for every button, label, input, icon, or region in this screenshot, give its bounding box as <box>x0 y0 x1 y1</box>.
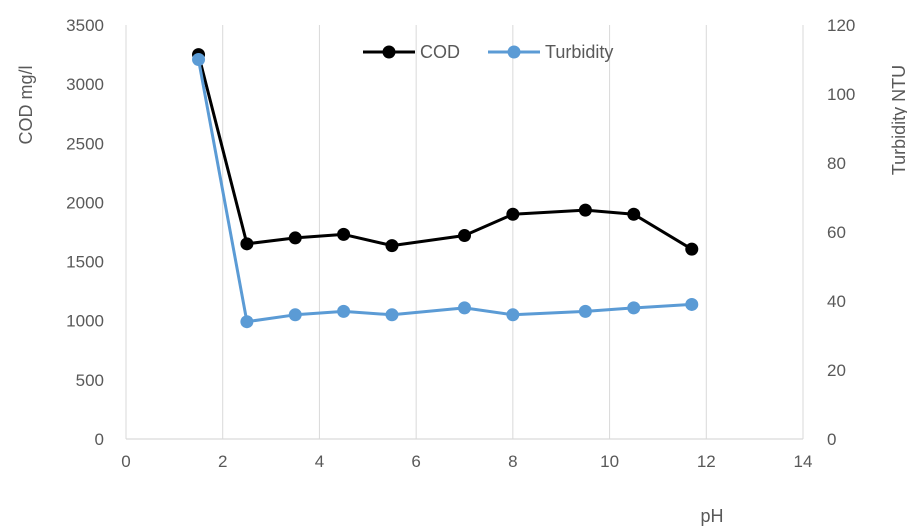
y-axis-title: COD mg/l <box>16 65 36 144</box>
cod-point <box>458 229 471 243</box>
y-tick-label: 3000 <box>66 75 104 94</box>
turbidity-series-line <box>197 59 692 324</box>
y2-tick-labels: 0 20 40 60 80 100 120 <box>827 16 855 449</box>
y2-tick-label: 80 <box>827 154 846 173</box>
series-layer <box>192 48 699 329</box>
x-tick-label: 10 <box>600 452 619 471</box>
y-tick-label: 500 <box>76 371 104 390</box>
y2-tick-label: 120 <box>827 16 855 35</box>
cod-series-line <box>197 54 693 251</box>
cod-point <box>506 207 520 221</box>
x-tick-label: 12 <box>697 452 716 471</box>
turbidity-point <box>506 308 520 322</box>
vertical-gridlines <box>125 25 804 439</box>
x-tick-label: 8 <box>508 452 517 471</box>
legend-cod-label: COD <box>420 42 460 62</box>
turbidity-point <box>337 304 351 318</box>
x-tick-label: 2 <box>218 452 227 471</box>
y-tick-label: 3500 <box>66 16 104 35</box>
cod-point <box>627 207 641 221</box>
y-tick-label: 1500 <box>66 253 104 272</box>
x-tick-label: 6 <box>411 452 420 471</box>
cod-point <box>337 227 351 241</box>
cod-point <box>385 239 399 253</box>
y2-tick-label: 100 <box>827 85 855 104</box>
turbidity-point <box>685 297 699 311</box>
y2-tick-label: 60 <box>827 223 846 242</box>
turbidity-point <box>385 308 399 322</box>
turbidity-point <box>578 304 592 318</box>
x-tick-labels: 0 2 4 6 8 10 12 14 <box>121 452 812 471</box>
y-tick-label: 2000 <box>66 193 104 212</box>
legend-turbidity-marker <box>507 45 521 59</box>
y-tick-label: 2500 <box>66 134 104 153</box>
turbidity-point <box>240 315 254 329</box>
y-tick-label: 1000 <box>66 312 104 331</box>
turbidity-point <box>458 301 471 315</box>
y2-axis-title: Turbidity NTU <box>889 65 907 175</box>
turbidity-point <box>627 301 641 315</box>
x-tick-label: 14 <box>794 452 813 471</box>
legend-cod-marker <box>382 45 396 59</box>
turbidity-point <box>288 308 302 322</box>
x-tick-label: 4 <box>315 452 324 471</box>
cod-point <box>578 203 592 217</box>
y-tick-label: 0 <box>95 430 104 449</box>
cod-point <box>288 231 302 245</box>
x-axis-title: pH <box>700 506 723 526</box>
legend: COD Turbidity <box>363 42 613 62</box>
legend-turbidity-label: Turbidity <box>545 42 613 62</box>
x-tick-label: 0 <box>121 452 130 471</box>
turbidity-point <box>192 53 206 66</box>
y2-tick-label: 40 <box>827 292 846 311</box>
y-tick-labels: 0 500 1000 1500 2000 2500 3000 3500 <box>66 16 104 449</box>
y2-tick-label: 20 <box>827 361 846 380</box>
y2-tick-label: 0 <box>827 430 836 449</box>
cod-point <box>240 237 254 251</box>
cod-point <box>685 242 699 256</box>
